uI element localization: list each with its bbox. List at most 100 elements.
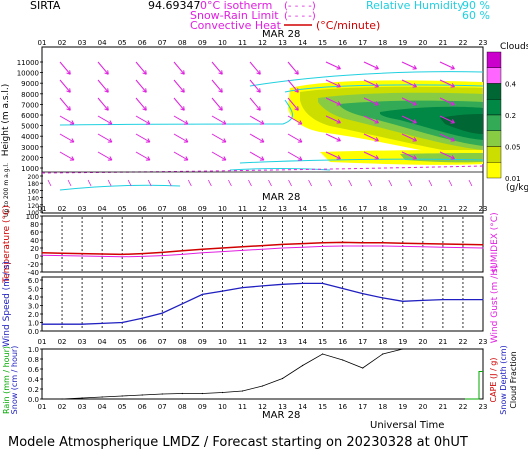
wind-arrow-low [328, 179, 332, 187]
humidex-line-point [322, 245, 324, 247]
y-tick-label: 0.2 [28, 386, 39, 394]
temp-ylabel: Temperature (°C) [2, 205, 12, 284]
wind-arrow-head [413, 155, 417, 160]
humidex-line-point [221, 251, 224, 253]
y-tick-label: 0.4 [28, 376, 40, 384]
humidex-line-point [482, 247, 484, 249]
hour-tick-label: 03 [78, 403, 87, 411]
y-tick-label: 4.0 [28, 294, 39, 302]
wind-arrow [59, 97, 71, 111]
y-tick-label: 1.0 [28, 320, 39, 328]
wind-speed-line-point [281, 283, 284, 285]
wind-arrow-head [299, 120, 303, 125]
cloud-fraction-line-point [482, 348, 484, 350]
hour-tick-label: 03 [78, 39, 87, 47]
humidex-line-point [402, 245, 404, 247]
hour-tick-label: 21 [438, 338, 447, 346]
hour-tick-label: 11 [238, 403, 247, 411]
temperature-line-point [41, 252, 43, 254]
rain-line [464, 371, 483, 400]
y-tick-label: 20 [30, 245, 39, 253]
wind-arrow-head [218, 108, 223, 111]
wind-arrow-low [448, 179, 453, 187]
wind-arrow [211, 133, 227, 143]
hour-tick-label: 14 [298, 338, 307, 346]
isotherm-line [41, 165, 484, 174]
y-tick-label: 2000 [21, 154, 39, 162]
wind-arrow-head [185, 138, 189, 143]
hour-tick-label: 10 [218, 338, 227, 346]
cloud-fraction-line-point [382, 353, 384, 355]
wind-arrow-low [228, 179, 232, 187]
wind-arrow-head [109, 120, 113, 125]
humidex-ylabel: HUMIDEX (°C) [490, 212, 500, 275]
wind-arrow-head [413, 83, 417, 88]
wind-arrow-low [308, 179, 312, 187]
hour-tick-label: 12 [258, 205, 267, 213]
wind-speed-line-point [141, 317, 143, 319]
wind-arrow [363, 79, 379, 88]
clouds-ylabel: Height (m a.s.l.) [1, 84, 11, 157]
wind-arrow-low [127, 179, 132, 187]
wind-arrow-low [87, 179, 92, 187]
hour-tick-label: 06 [138, 205, 147, 213]
wind-speed-line-point [221, 290, 224, 292]
hour-axis-3: 01 02 03 04 05 06 07 08 09 10 11 12 13 14 15 16 17 18 19 20… [38, 338, 488, 346]
wind-arrow-low [47, 179, 52, 187]
colorbar-swatch [486, 146, 502, 163]
hour-tick-label: 02 [58, 39, 67, 47]
y-tick-label: 10000 [17, 70, 39, 78]
cloud-fraction-line-point [362, 367, 364, 369]
wind-arrow [173, 133, 189, 143]
temperature-line-point [121, 253, 123, 255]
wind-arrow-head [147, 120, 151, 125]
hour-tick-label: 04 [98, 205, 107, 213]
wind-arrow-head [299, 156, 303, 161]
wind-arrow [173, 97, 185, 111]
wind-arrow [249, 79, 261, 93]
wind-arrow-head [261, 156, 265, 161]
wind-arrow [401, 79, 417, 88]
wind-speed-line-point [261, 285, 264, 287]
rain-y-axis: 1.0 0.8 0.6 0.4 0.2 0.0 [28, 346, 43, 404]
colorbar-swatch [486, 67, 502, 84]
wind-arrow [211, 61, 223, 75]
hour-tick-label: 23 [479, 39, 488, 47]
wind-arrow-head [223, 138, 227, 143]
wind-arrow [439, 61, 455, 70]
hour-tick-label: 13 [278, 338, 287, 346]
temperature-line-point [161, 251, 163, 253]
footer-text: Modele Atmospherique LMDZ / Forecast sta… [8, 435, 468, 450]
cloud-fraction-line-point [81, 397, 83, 399]
wind-arrow-head [375, 137, 379, 142]
hour-tick-label: 13 [278, 205, 287, 213]
wind-speed-line-point [181, 303, 183, 305]
wind-arrow-head [375, 155, 379, 160]
cloud-fraction-line-point [322, 353, 324, 355]
hour-tick-label: 14 [298, 403, 307, 411]
wind-arrow [97, 115, 113, 125]
y-tick-label: 2.0 [28, 311, 39, 319]
cloud-fraction-line-point [342, 359, 344, 361]
humidex-line-point [161, 255, 163, 257]
hour-tick-label: 18 [378, 205, 387, 213]
y-tick-label: 3000 [21, 144, 39, 152]
temperature-line-point [61, 252, 63, 254]
wind-arrow [439, 97, 455, 106]
wind-arrow [287, 97, 299, 111]
humidex-line-point [382, 245, 384, 247]
wind-arrow-head [107, 70, 109, 75]
hour-tick-label: 11 [238, 39, 247, 47]
wind-arrow-head [109, 138, 113, 143]
snowdepth-ylabel: Snow Depth (cm) [499, 345, 508, 414]
hour-tick-label: 06 [138, 39, 147, 47]
hour-tick-label: 22 [458, 39, 467, 47]
wind-arrow-head [107, 88, 109, 93]
cloud-fraction-line-point [261, 385, 264, 387]
y-tick-label: 100 [28, 210, 40, 217]
hour-tick-label: 19 [398, 39, 407, 47]
gust-ylabel: Wind Gust (m / s) [490, 265, 500, 343]
hour-tick-label: 01 [38, 338, 47, 346]
cloud-fraction-line-point [462, 348, 464, 350]
wind-arrow-head [413, 101, 417, 106]
